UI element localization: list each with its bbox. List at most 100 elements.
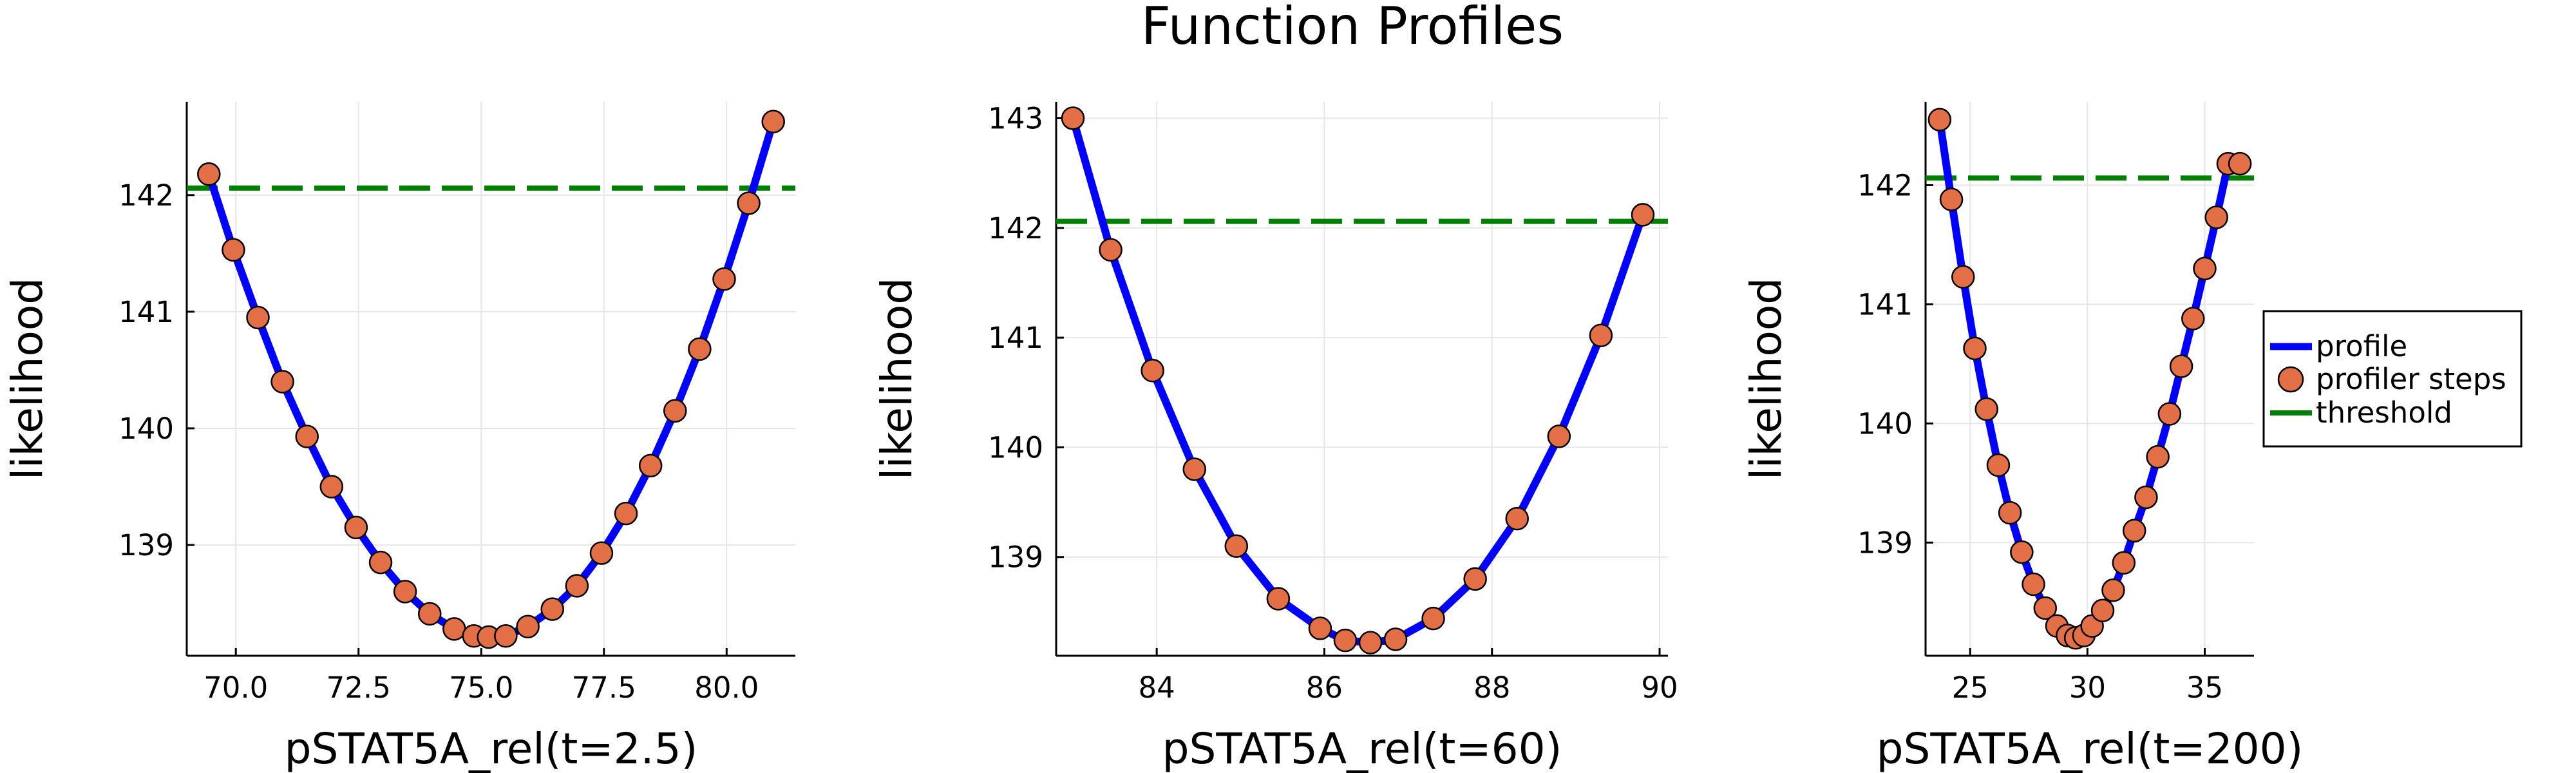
profiler-step-point [540, 597, 565, 621]
profiler-step-point [1589, 323, 1613, 347]
legend-profile-label: profile [2316, 329, 2407, 363]
profiler-step-point [2022, 572, 2045, 596]
panel-t60: 84 86 88 90 139 140 141 142 143 pSTAT5A_rel(t=60)… [872, 102, 1678, 773]
y-tick-label: 139 [118, 528, 174, 562]
y-axis-label: likelihood [3, 278, 52, 480]
profiler-step-point [614, 501, 638, 526]
y-tick-label: 140 [118, 412, 174, 446]
profiler-step-point [2157, 402, 2182, 426]
profiler-step-point [688, 337, 712, 361]
x-axis-label: pSTAT5A_rel(t=200) [1877, 724, 2304, 773]
profiler-step-point [1547, 425, 1571, 448]
profiler-step-point [2010, 540, 2034, 564]
profiler-step-point [295, 425, 319, 448]
x-tick-label: 86 [1306, 671, 1343, 705]
profiler-step-point [1963, 336, 1987, 361]
x-tick-label: 80.0 [694, 671, 759, 705]
profiler-step-point [638, 453, 663, 478]
y-tick-label: 142 [988, 211, 1043, 245]
profiler-step-point [565, 574, 589, 598]
profiler-step-point [712, 267, 736, 291]
x-tick-label: 35 [2186, 671, 2223, 705]
profiler-step-point [1631, 203, 1655, 227]
x-tick-label: 88 [1473, 671, 1510, 705]
profiler-step-point [417, 602, 442, 626]
profiler-step-point [319, 475, 344, 499]
y-tick-label: 141 [1857, 287, 1913, 321]
profiler-step-point [2122, 519, 2146, 543]
profiler-step-point [663, 399, 687, 423]
x-tick-label: 77.5 [572, 671, 636, 705]
x-tick-label: 72.5 [327, 671, 391, 705]
profiler-step-point [393, 580, 417, 604]
profiler-step-point [1421, 606, 1445, 631]
profiler-step-point [1383, 627, 1408, 651]
profiler-step-point [2204, 205, 2228, 229]
x-tick-label: 90 [1641, 671, 1678, 705]
y-tick-label: 139 [988, 540, 1043, 575]
x-tick-label: 75.0 [449, 671, 513, 705]
y-tick-label: 140 [1857, 406, 1913, 441]
y-tick-label: 141 [118, 295, 174, 329]
profiler-step-point [2169, 354, 2193, 378]
profiler-step-point [2181, 307, 2205, 330]
profiler-step-point [1951, 265, 1975, 289]
y-axis-label: likelihood [872, 278, 922, 480]
profiler-step-point [1463, 567, 1487, 591]
profiler-step-point [1182, 457, 1206, 481]
figure-title: Function Profiles [1141, 0, 1564, 56]
profiler-step-point [1975, 397, 1998, 421]
profiler-step-point [1141, 358, 1164, 383]
profiler-step-point [1505, 506, 1530, 531]
profiler-step-point [368, 550, 393, 575]
profiler-step-point [494, 624, 518, 648]
profile-line [1935, 115, 2244, 642]
profile-line [1069, 114, 1647, 647]
profiler-step-point [344, 515, 368, 540]
profiler-step-point [1061, 106, 1085, 130]
x-axis-label: pSTAT5A_rel(t=2.5) [285, 724, 698, 773]
legend: profile profiler steps threshold [2262, 310, 2523, 448]
panel-t2-5: 70.0 72.5 75.0 77.5 80.0 139 140 141 142 pSTAT5A_… [3, 102, 795, 773]
y-axis-label: likelihood [1741, 278, 1791, 480]
profiler-step-point [270, 370, 294, 394]
profiler-step-point [1939, 187, 1964, 211]
profiler-step-point [761, 110, 785, 134]
y-tick-label: 140 [988, 430, 1043, 464]
profiler-step-point [1224, 534, 1249, 558]
profiler-step-point [1099, 238, 1122, 262]
profiler-step-point [1333, 628, 1358, 653]
profiler-step-point [2228, 151, 2252, 176]
y-tick-label: 142 [1857, 168, 1913, 202]
x-tick-label: 25 [1952, 671, 1989, 705]
profiler-step-point [442, 617, 466, 641]
panel-t200: 25 30 35 139 140 141 142 pSTAT5A_rel(t=200) like… [1741, 102, 2303, 773]
profiler-step-point [737, 191, 761, 215]
profiler-step-point [2146, 444, 2170, 469]
profiler-step-point [1308, 616, 1332, 640]
profiler-step-point [1358, 631, 1383, 654]
profiler-step-point [1266, 587, 1291, 611]
legend-steps-label: profiler steps [2316, 362, 2506, 396]
x-axis-label: pSTAT5A_rel(t=60) [1162, 724, 1562, 773]
profiler-step-point [2134, 485, 2158, 510]
profiler-step-point [2193, 256, 2217, 281]
profiler-step-point [516, 615, 540, 638]
y-tick-label: 143 [988, 102, 1043, 136]
profiler-step-point [1998, 501, 2022, 525]
y-tick-label: 142 [118, 178, 174, 213]
profiler-step-point [2112, 551, 2136, 575]
profiler-step-point [1986, 453, 2011, 477]
y-tick-label: 141 [988, 321, 1043, 355]
x-tick-label: 70.0 [204, 671, 268, 705]
profiler-step-point [2033, 596, 2058, 620]
legend-steps-swatch [2277, 366, 2304, 393]
profiler-step-point [222, 238, 245, 262]
legend-threshold-label: threshold [2316, 396, 2452, 430]
profiler-step-point [2101, 578, 2125, 602]
x-tick-label: 84 [1139, 671, 1175, 705]
x-tick-label: 30 [2069, 671, 2106, 705]
legend-box [2262, 310, 2523, 448]
profiler-step-point [589, 541, 614, 565]
